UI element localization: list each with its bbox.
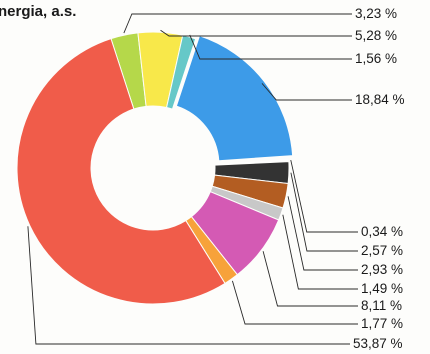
- leader-line: [262, 251, 358, 307]
- leader-line: [282, 214, 358, 290]
- leader-lines: [27, 13, 358, 345]
- slice-label: 2,57 %: [361, 243, 403, 258]
- slice-label: 1,56 %: [355, 51, 397, 66]
- slice-label: 5,28 %: [355, 28, 397, 43]
- slice-label: 1,77 %: [361, 316, 403, 331]
- donut-slice: [16, 38, 226, 305]
- leader-line: [189, 34, 352, 60]
- donut-slice: [175, 35, 294, 162]
- slice-label: 2,93 %: [361, 262, 403, 277]
- leader-line: [27, 226, 350, 345]
- leader-line: [261, 83, 352, 101]
- slice-label: 3,23 %: [355, 6, 397, 21]
- leader-line: [290, 159, 358, 233]
- leader-line: [231, 280, 358, 325]
- slice-label: 53,87 %: [353, 336, 403, 351]
- chart-title: nergia, a.s.: [0, 3, 76, 20]
- slice-label: 18,84 %: [355, 92, 405, 107]
- leader-line: [123, 13, 352, 34]
- leader-line: [160, 29, 352, 37]
- slice-label: 1,49 %: [361, 281, 403, 296]
- leader-line: [290, 172, 358, 252]
- donut-slices: [16, 31, 294, 305]
- slice-labels: 3,23 % 5,28 % 1,56 % 18,84 % 0,34 % 2,57 % 2,9…: [353, 6, 405, 351]
- slice-label: 8,11 %: [361, 298, 402, 313]
- leader-line: [287, 196, 358, 271]
- slice-label: 0,34 %: [361, 224, 403, 239]
